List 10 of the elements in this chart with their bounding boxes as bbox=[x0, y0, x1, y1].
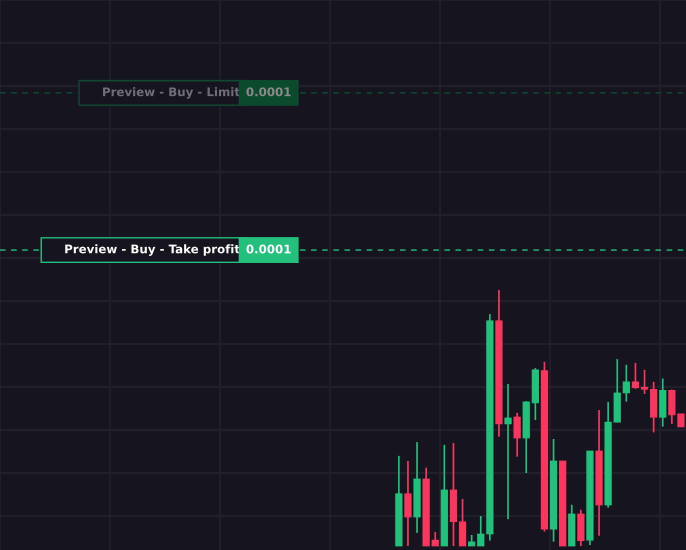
candlestick bbox=[504, 383, 512, 520]
candlestick bbox=[632, 362, 640, 390]
text: 0.0001 bbox=[246, 87, 291, 96]
candlestick bbox=[404, 460, 412, 547]
ref-line-label: Preview - Buy - Take profit bbox=[65, 244, 240, 256]
text: 0.0001 bbox=[246, 244, 291, 254]
ref-line-label: Preview - Buy - Limit bbox=[103, 87, 240, 99]
candlestick bbox=[677, 414, 685, 428]
candlestick bbox=[514, 412, 521, 458]
candlestick bbox=[640, 369, 648, 395]
